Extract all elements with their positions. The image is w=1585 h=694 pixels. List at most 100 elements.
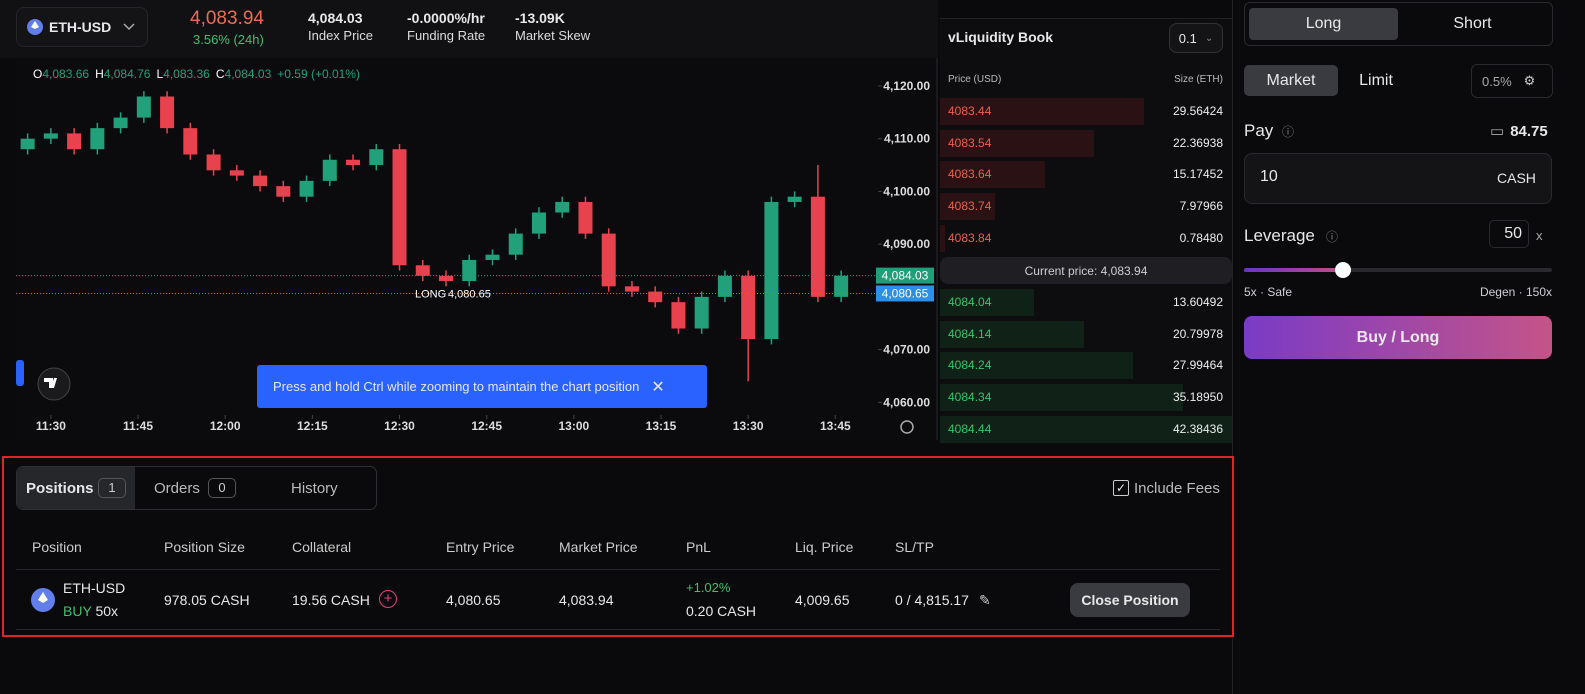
candle-body bbox=[439, 275, 453, 282]
x-tick-label: 11:45 bbox=[123, 419, 153, 433]
toast-close[interactable]: ✕ bbox=[651, 378, 665, 396]
leverage-input[interactable]: 50 bbox=[1489, 220, 1529, 248]
candle-body bbox=[531, 212, 546, 234]
entry-price: 4,080.65 bbox=[446, 592, 501, 608]
candle-body bbox=[694, 296, 709, 329]
candle-body bbox=[578, 201, 593, 234]
slippage[interactable]: 0.5% ⚙ bbox=[1471, 64, 1553, 98]
book-size: 29.56424 bbox=[1172, 104, 1223, 118]
ohlc-legend: O4,083.66 H4,084.76 L4,083.36 C4,084.03 +0.5… bbox=[33, 67, 360, 81]
book-price[interactable]: 4083.74 bbox=[948, 199, 992, 214]
x-tick-label: 13:15 bbox=[646, 419, 677, 433]
slippage-value: 0.5% bbox=[1482, 73, 1512, 89]
x-tick-label: 12:00 bbox=[210, 419, 241, 433]
depth-bar bbox=[940, 289, 1034, 316]
collapse-handle[interactable] bbox=[16, 360, 24, 386]
settings-icon[interactable] bbox=[900, 420, 914, 434]
sl-tp: 0 / 4,815.17 ✎ bbox=[895, 592, 991, 609]
edit-icon[interactable]: ✎ bbox=[978, 592, 991, 608]
tab-label[interactable]: History bbox=[291, 480, 338, 497]
pay-input[interactable] bbox=[1244, 153, 1552, 204]
step-select[interactable]: 0.1 ⌄ bbox=[1169, 23, 1223, 53]
book-price[interactable]: 4083.54 bbox=[948, 135, 992, 150]
leverage-min: 5x · Safe bbox=[1244, 285, 1293, 299]
y-tick-label: 4,110.00 bbox=[884, 132, 930, 146]
candle-body bbox=[392, 149, 407, 266]
tab-label: Long bbox=[1305, 15, 1342, 32]
slider-knob[interactable] bbox=[1335, 262, 1351, 278]
short-tab[interactable]: Short bbox=[1398, 8, 1547, 40]
size-header: Size (ETH) bbox=[1174, 74, 1223, 85]
tab-count: 1 bbox=[98, 478, 126, 498]
book-price[interactable]: 4083.44 bbox=[948, 104, 992, 118]
ohlc-key: C bbox=[216, 67, 225, 81]
tab-label[interactable]: Positions bbox=[26, 480, 94, 497]
book-size: 35.18950 bbox=[1172, 390, 1223, 405]
book-price[interactable]: 4084.34 bbox=[948, 390, 992, 405]
candle-body bbox=[624, 286, 639, 292]
price-header: Price (USD) bbox=[948, 74, 1002, 85]
depth-bar bbox=[940, 384, 1183, 412]
market-price: 4,083.94 bbox=[559, 592, 614, 608]
long-tab[interactable]: Long bbox=[1249, 8, 1398, 40]
y-tick-label: 4,100.00 bbox=[883, 184, 930, 198]
position-size: 978.05 CASH bbox=[164, 592, 250, 608]
pair-selector[interactable]: ETH-USD bbox=[16, 7, 148, 47]
x-tick-label: 12:30 bbox=[384, 419, 415, 433]
tab-label: Limit bbox=[1359, 71, 1393, 89]
y-tick-label: 4,070.00 bbox=[883, 343, 930, 357]
depth-bar bbox=[940, 161, 1045, 189]
add-collateral[interactable]: + bbox=[379, 590, 397, 608]
positions-panel bbox=[2, 456, 1234, 637]
book-price[interactable]: 4083.64 bbox=[948, 167, 992, 182]
price-tag-label: 4,080.65 bbox=[882, 286, 929, 300]
price-tag-label: 4,084.03 bbox=[882, 269, 929, 283]
slider-track[interactable] bbox=[1244, 268, 1552, 272]
book-price[interactable]: 4084.14 bbox=[948, 326, 992, 341]
change-24h: 3.56% (24h) bbox=[193, 32, 264, 47]
book-price[interactable]: 4084.04 bbox=[948, 295, 992, 309]
candle-body bbox=[136, 96, 151, 118]
row-divider bbox=[16, 569, 1220, 570]
candle-body bbox=[834, 275, 849, 297]
candle-body bbox=[206, 154, 221, 171]
tab-label[interactable]: Orders bbox=[154, 480, 200, 497]
candle-body bbox=[648, 291, 663, 303]
pay-amount: 10 bbox=[1260, 168, 1278, 185]
include-fees: Include Fees bbox=[1134, 480, 1220, 497]
fees-checkbox[interactable]: ✓ bbox=[1113, 480, 1129, 496]
submit-button[interactable]: Buy / Long bbox=[1244, 316, 1552, 359]
tab-label: Market bbox=[1266, 71, 1316, 89]
pay-label: Pay bbox=[1244, 121, 1274, 140]
x-tick-label: 13:30 bbox=[733, 419, 764, 433]
leverage-label: Leverage bbox=[1244, 226, 1315, 245]
info-icon: ⓘ bbox=[1326, 230, 1339, 244]
position-line-name: LONG bbox=[415, 288, 446, 300]
submit-label: Buy / Long bbox=[1356, 328, 1440, 346]
x-tick-label: 11:30 bbox=[36, 419, 66, 433]
column-header: Liq. Price bbox=[795, 539, 854, 555]
position-market: ETH-USD bbox=[63, 580, 126, 596]
current-price-text: Current price: 4,083.94 bbox=[1024, 263, 1148, 278]
leverage-max: Degen · 150x bbox=[1479, 285, 1552, 299]
close-label: Close Position bbox=[1081, 592, 1179, 608]
eth-icon bbox=[31, 588, 55, 612]
tv-logo-mark bbox=[44, 378, 57, 388]
candle-body bbox=[415, 265, 430, 276]
candle-body bbox=[299, 180, 314, 197]
depth-bar bbox=[940, 129, 1095, 157]
book-price[interactable]: 4084.44 bbox=[948, 421, 992, 436]
book-size: 22.36938 bbox=[1172, 135, 1223, 150]
market-tab[interactable]: Market bbox=[1244, 65, 1338, 96]
candle-body bbox=[183, 128, 198, 155]
book-title: vLiquidity Book bbox=[948, 29, 1053, 45]
limit-tab[interactable]: Limit bbox=[1340, 65, 1412, 96]
chevron bbox=[123, 23, 135, 31]
book-price[interactable]: 4084.24 bbox=[948, 358, 992, 373]
book-price[interactable]: 4083.84 bbox=[948, 230, 992, 245]
close-position[interactable]: Close Position bbox=[1070, 583, 1190, 617]
leverage-unit: x bbox=[1536, 228, 1543, 243]
depth-bar bbox=[940, 193, 996, 221]
depth-bar bbox=[940, 352, 1134, 380]
